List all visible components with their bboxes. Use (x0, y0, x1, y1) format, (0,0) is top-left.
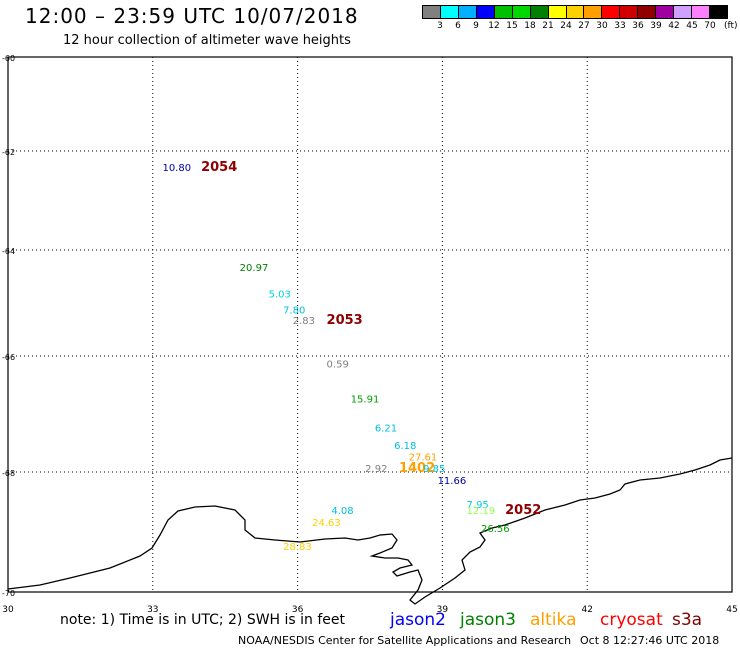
legend-swatch (423, 6, 441, 18)
legend-swatch (566, 6, 585, 18)
wave-height-label: 7.80 (283, 306, 305, 317)
page-title: 12:00 – 23:59 UTC 10/07/2018 (25, 4, 359, 28)
wave-height-label: 24.63 (312, 518, 341, 529)
legend-label: 21 (542, 21, 554, 31)
track-label: 2052 (505, 503, 541, 518)
lat-label: -64 (2, 247, 15, 256)
wave-height-label: 27.61 (409, 452, 438, 463)
coastline (7, 457, 733, 605)
legend-swatches (422, 5, 728, 19)
legend-label: 24 (560, 21, 572, 31)
lon-label: 42 (581, 605, 592, 615)
legend-label: 15 (506, 21, 518, 31)
legend-swatch (440, 6, 459, 18)
lat-label: -70 (2, 589, 15, 598)
footer-timestamp: Oct 8 12:27:46 UTC 2018 (580, 634, 720, 647)
map-frame (7, 56, 733, 593)
wave-height-label: 5.03 (269, 290, 291, 301)
footer-credit: NOAA/NESDIS Center for Satellite Applica… (238, 634, 572, 647)
lon-label: 39 (437, 605, 449, 615)
track-label: 2054 (201, 160, 237, 175)
observation-labels: 10.80 2054 20.97 5.03 7.802.83 2053 0.59 15.91 6… (162, 160, 541, 553)
lat-lon-grid: -60 -62 -64 -66 -68 -70 30 33 36 39 42 45 (2, 54, 738, 615)
legend-swatch (494, 6, 513, 18)
legend-label: 39 (650, 21, 662, 31)
legend-swatch (548, 6, 567, 18)
legend-labels: 3 6 9 12 15 18 21 24 27 30 33 36 39 42 45 70 (ft) (422, 19, 737, 33)
track-label: 1402 (399, 461, 435, 476)
wave-height-label: 20.97 (240, 263, 269, 274)
lon-label: 30 (2, 605, 14, 615)
legend-swatch (638, 6, 657, 18)
wave-height-label: 0.59 (327, 360, 349, 371)
legend-label: 70 (704, 21, 716, 31)
mission-altika: altika (530, 610, 577, 630)
note-text: note: 1) Time is in UTC; 2) SWH is in fe… (60, 612, 346, 628)
lat-label: -66 (2, 353, 15, 362)
antarctic-coastline (7, 457, 733, 605)
mission-jason2: jason2 (390, 610, 446, 630)
wave-height-label: 28.83 (283, 542, 312, 553)
legend-swatch (530, 6, 549, 18)
mission-s3a: s3a (672, 610, 703, 630)
legend-label: 12 (488, 21, 500, 31)
legend-label: 30 (596, 21, 608, 31)
legend-swatch (656, 6, 675, 18)
wave-height-label: 12.19 (467, 506, 496, 517)
legend-swatch (710, 6, 727, 18)
legend-swatch (512, 6, 531, 18)
mission-cryosat: cryosat (600, 610, 663, 630)
wave-height-label: 6.18 (394, 441, 416, 452)
color-legend: 3 6 9 12 15 18 21 24 27 30 33 36 39 42 45 70 (ft) (422, 5, 738, 39)
lon-label: 45 (726, 605, 737, 615)
wave-height-label: 11.66 (438, 476, 467, 487)
wave-height-label: 2.83 (293, 316, 315, 327)
page-subtitle: 12 hour collection of altimeter wave hei… (63, 33, 351, 48)
legend-swatch (476, 6, 495, 18)
legend-swatch (620, 6, 639, 18)
mission-jason3: jason3 (460, 610, 516, 630)
lon-label: 33 (147, 605, 158, 615)
lat-label: -68 (2, 469, 15, 478)
wave-height-label: 9.85 (423, 464, 445, 475)
track-label: 2053 (327, 313, 363, 328)
legend-label: 45 (686, 21, 698, 31)
wave-height-label: 10.80 (162, 163, 191, 174)
wave-height-label: 2.92 (365, 464, 387, 475)
wave-height-label: 4.08 (331, 506, 353, 517)
legend-label: 27 (578, 21, 590, 31)
legend-swatch (458, 6, 477, 18)
legend-label: 36 (632, 21, 644, 31)
legend-swatch (584, 6, 603, 18)
wave-height-label: 6.21 (375, 423, 397, 434)
legend-unit: (ft) (724, 21, 738, 31)
legend-swatch (692, 6, 710, 18)
legend-label: 33 (614, 21, 626, 31)
legend-label: 3 (437, 21, 443, 31)
wave-height-label: 26.56 (481, 524, 510, 535)
legend-label: 18 (524, 21, 536, 31)
wave-height-label: 7.95 (467, 500, 489, 511)
legend-label: 6 (455, 21, 461, 31)
legend-label: 42 (668, 21, 680, 31)
legend-swatch (674, 6, 693, 18)
legend-label: 9 (473, 21, 479, 31)
lat-label: -62 (2, 148, 15, 157)
lat-label: -60 (2, 54, 15, 63)
lon-label: 36 (292, 605, 304, 615)
note-line: note: 1) Time is in UTC; 2) SWH is in fe… (60, 610, 740, 632)
legend-swatch (602, 6, 621, 18)
wave-height-label: 15.91 (351, 394, 380, 405)
